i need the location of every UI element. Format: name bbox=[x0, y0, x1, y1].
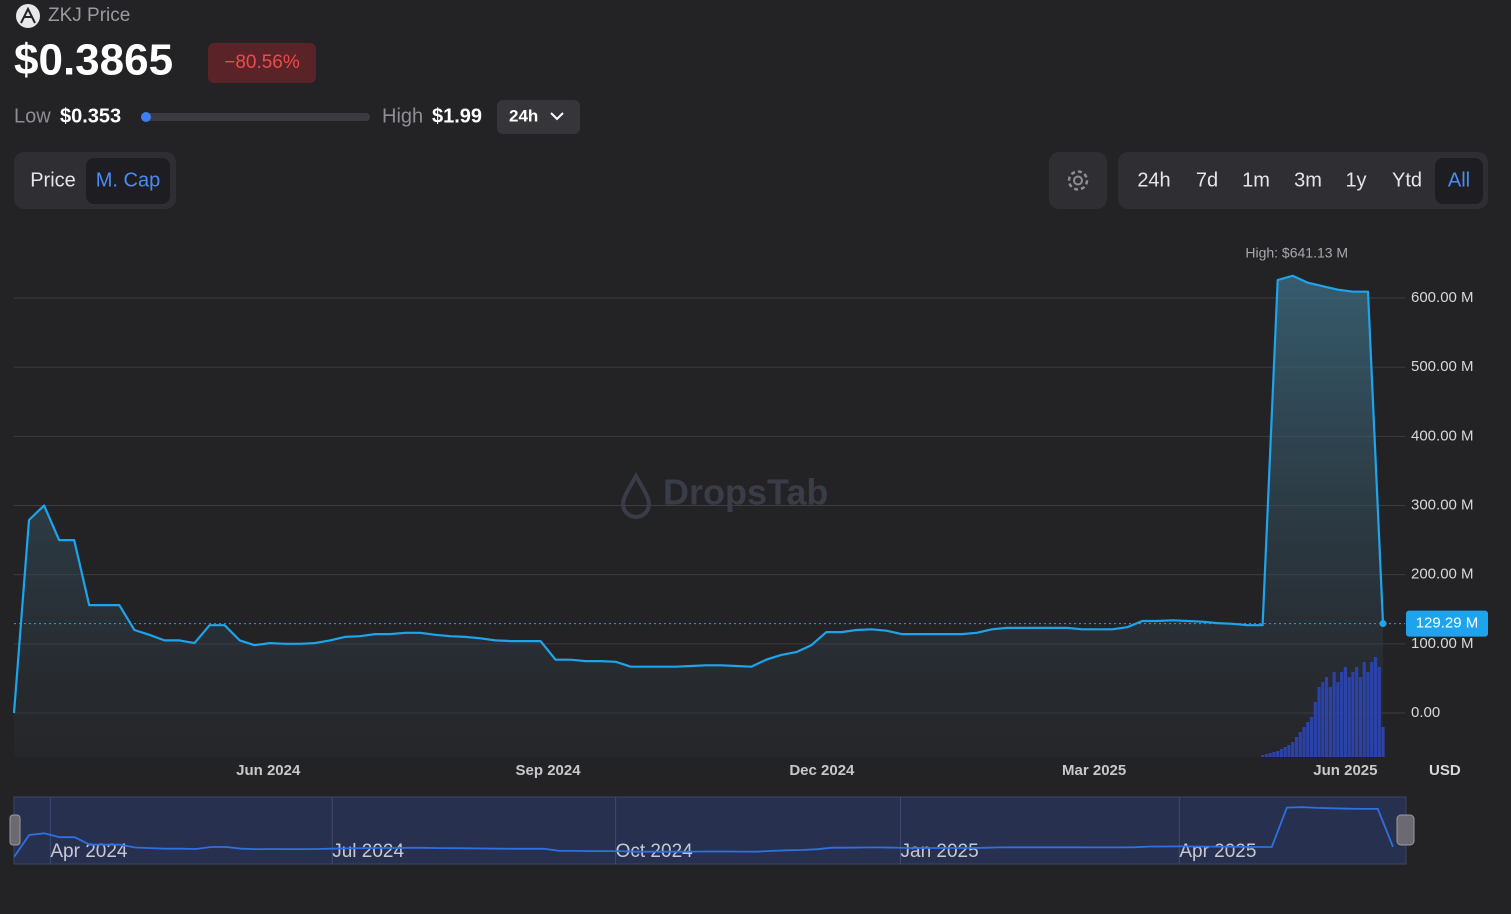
volume-bar bbox=[1343, 667, 1347, 757]
y-tick-label: 600.00 M bbox=[1411, 289, 1474, 306]
volume-bar bbox=[1264, 754, 1269, 757]
toggle-active-bg[interactable] bbox=[86, 158, 170, 204]
range-option[interactable]: 1y bbox=[1345, 169, 1366, 191]
volume-bar bbox=[1362, 662, 1366, 757]
high-value: $1.99 bbox=[432, 105, 482, 127]
volume-bar bbox=[1321, 682, 1325, 757]
volume-bar bbox=[1283, 747, 1287, 757]
volume-bar bbox=[1366, 672, 1370, 757]
volume-bar bbox=[1377, 667, 1381, 757]
volume-bar bbox=[1347, 677, 1351, 757]
volume-bar bbox=[1381, 727, 1385, 757]
page-title: ZKJ Price bbox=[48, 5, 130, 26]
y-tick-label: 400.00 M bbox=[1411, 427, 1474, 444]
x-tick-label: Mar 2025 bbox=[1062, 762, 1126, 779]
y-tick-label: 200.00 M bbox=[1411, 566, 1474, 583]
navigator-tick-label: Apr 2024 bbox=[50, 841, 128, 862]
toggle-option[interactable]: M. Cap bbox=[96, 169, 160, 191]
gear-outer bbox=[1067, 170, 1089, 191]
navigator-tick-label: Apr 2025 bbox=[1179, 841, 1256, 862]
navigator-handle[interactable] bbox=[9, 814, 21, 846]
x-tick-label: Sep 2024 bbox=[516, 762, 582, 779]
range-option[interactable]: 7d bbox=[1196, 169, 1218, 191]
low-label: Low bbox=[14, 105, 51, 127]
watermark: DropsTab bbox=[663, 472, 828, 513]
volume-bar bbox=[1268, 753, 1272, 757]
y-tick-label: 500.00 M bbox=[1411, 358, 1474, 375]
volume-bar bbox=[1351, 672, 1355, 757]
coin-icon-glyph bbox=[20, 6, 36, 24]
volume-bar bbox=[1276, 751, 1280, 757]
period-dropdown[interactable] bbox=[497, 100, 580, 134]
volume-bar bbox=[1279, 749, 1284, 757]
navigator-tick-label: Jul 2024 bbox=[332, 841, 404, 862]
volume-bar bbox=[1336, 682, 1340, 757]
range-option[interactable]: 24h bbox=[1137, 169, 1170, 191]
range-option[interactable]: Ytd bbox=[1392, 169, 1422, 191]
settings-button[interactable] bbox=[1049, 152, 1107, 209]
high-label: High bbox=[382, 105, 423, 127]
range-panel bbox=[1118, 152, 1488, 209]
volume-bar bbox=[1355, 667, 1359, 757]
change-badge bbox=[208, 43, 316, 83]
volume-bar bbox=[1324, 677, 1329, 757]
range-active-bg[interactable] bbox=[1435, 158, 1483, 204]
volume-bar bbox=[1317, 687, 1321, 757]
chart: 0.00 100.00 M 200.00 M 300.00 M 400.00 M 500.… bbox=[9, 245, 1488, 865]
low-value: $0.353 bbox=[60, 105, 121, 127]
line bbox=[12, 274, 1385, 714]
volume-bar bbox=[1309, 717, 1314, 757]
chevron bbox=[550, 112, 564, 121]
toggle-option[interactable]: Price bbox=[30, 169, 76, 191]
volume-bar bbox=[1294, 737, 1299, 757]
current-point bbox=[1379, 620, 1387, 628]
annotation: High: $641.13 M bbox=[1245, 245, 1348, 261]
y-tick-label: 100.00 M bbox=[1411, 635, 1474, 652]
price: $0.3865 bbox=[14, 36, 173, 85]
volume-bar bbox=[1261, 755, 1265, 757]
volume-bar bbox=[1306, 722, 1310, 757]
range-dot bbox=[141, 112, 151, 122]
range-bar bbox=[141, 113, 370, 121]
volume-bar bbox=[1370, 662, 1374, 757]
volume-bar bbox=[1313, 702, 1317, 757]
period-text[interactable]: 24h bbox=[509, 106, 538, 125]
x-tick-label: Jun 2024 bbox=[236, 762, 301, 779]
axis-unit: USD bbox=[1429, 762, 1461, 779]
toggle-group: Price M. Cap bbox=[30, 158, 170, 204]
volume-bar bbox=[1328, 687, 1332, 757]
volume-bar bbox=[1332, 672, 1336, 757]
watermark-icon bbox=[620, 471, 652, 519]
volume-bar bbox=[1298, 732, 1302, 757]
change: −80.56% bbox=[224, 52, 300, 73]
x-tick-label: Jun 2025 bbox=[1313, 762, 1377, 779]
range-group: 24h 7d 1m 3m 1y Ytd All bbox=[1137, 158, 1483, 204]
navigator bbox=[13, 796, 1407, 865]
volume-bar bbox=[1373, 657, 1378, 757]
volume-bar bbox=[1272, 752, 1276, 757]
volume-bar bbox=[1287, 745, 1291, 757]
volume-bar bbox=[1291, 742, 1295, 757]
volume-bar bbox=[1340, 672, 1344, 757]
navigator-handle[interactable] bbox=[1396, 814, 1415, 846]
current-value-label: 129.29 M bbox=[1416, 615, 1479, 632]
range-option[interactable]: 3m bbox=[1294, 169, 1322, 191]
range-option[interactable]: 1m bbox=[1242, 169, 1270, 191]
y-tick-label: 300.00 M bbox=[1411, 496, 1474, 513]
volume-bar bbox=[1302, 727, 1306, 757]
volume-bar bbox=[1358, 677, 1363, 757]
gear-inner bbox=[1073, 175, 1083, 186]
x-tick-label: Dec 2024 bbox=[789, 762, 855, 779]
navigator-line bbox=[14, 806, 1394, 858]
current-value-box bbox=[1406, 610, 1488, 637]
range-option[interactable]: All bbox=[1448, 169, 1470, 191]
y-tick-label: 0.00 bbox=[1411, 704, 1440, 721]
navigator-tick-label: Jan 2025 bbox=[901, 841, 979, 862]
